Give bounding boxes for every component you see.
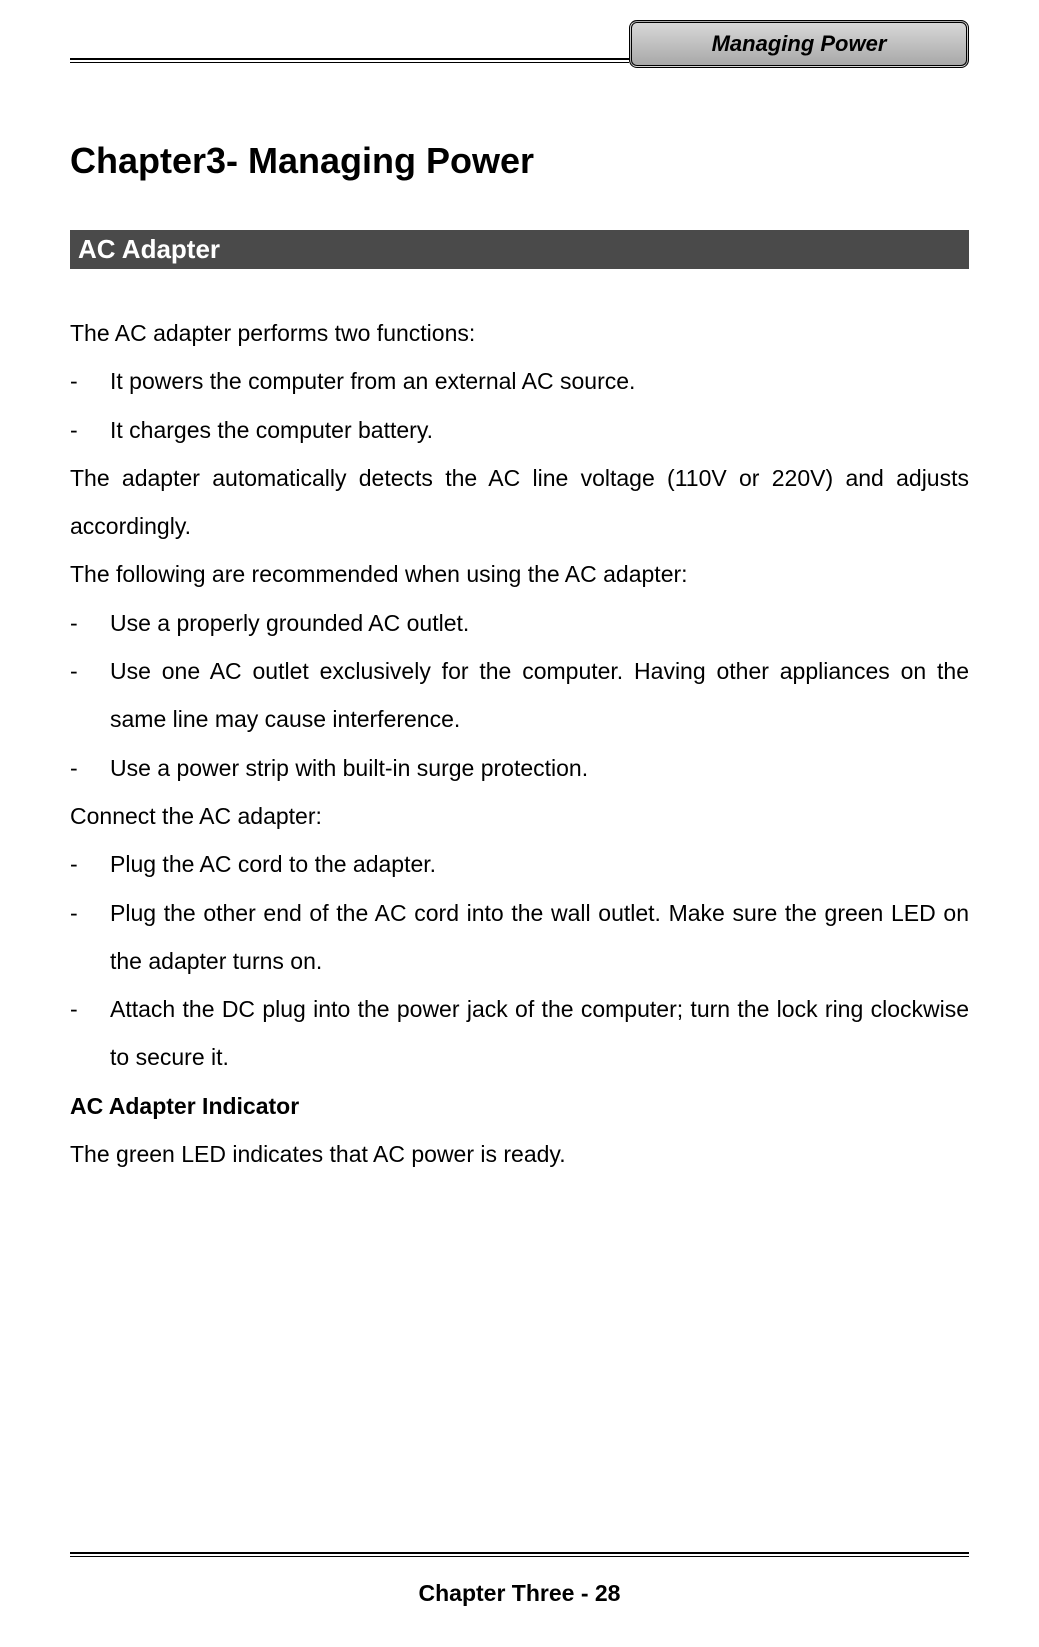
indicator-heading: AC Adapter Indicator [70,1082,969,1130]
recommendation-item: - Use one AC outlet exclusively for the … [70,647,969,744]
connect-step-text: Plug the AC cord to the adapter. [110,840,969,888]
recommendation-text: Use a properly grounded AC outlet. [110,599,969,647]
connect-step-text: Attach the DC plug into the power jack o… [110,985,969,1082]
page-container: Managing Power Chapter3- Managing Power … [0,0,1039,1647]
page-header: Managing Power [70,20,969,80]
function-text: It charges the computer battery. [110,406,969,454]
connect-intro: Connect the AC adapter: [70,792,969,840]
header-rule [70,58,629,63]
header-badge: Managing Power [629,20,969,68]
bullet-dash-icon: - [70,889,110,986]
indicator-text: The green LED indicates that AC power is… [70,1130,969,1178]
header-badge-text: Managing Power [712,31,887,57]
connect-step-item: - Plug the AC cord to the adapter. [70,840,969,888]
body-block: The AC adapter performs two functions: -… [70,309,969,1178]
voltage-note: The adapter automatically detects the AC… [70,454,969,551]
recommendation-item: - Use a power strip with built-in surge … [70,744,969,792]
bullet-dash-icon: - [70,599,110,647]
connect-step-item: - Plug the other end of the AC cord into… [70,889,969,986]
footer-text: Chapter Three - 28 [0,1580,1039,1607]
function-text: It powers the computer from an external … [110,357,969,405]
bullet-dash-icon: - [70,647,110,744]
recommendation-text: Use a power strip with built-in surge pr… [110,744,969,792]
footer-rule [70,1552,969,1557]
section-bar: AC Adapter [70,230,969,269]
recommend-intro: The following are recommended when using… [70,550,969,598]
recommendation-item: - Use a properly grounded AC outlet. [70,599,969,647]
bullet-dash-icon: - [70,840,110,888]
connect-step-item: - Attach the DC plug into the power jack… [70,985,969,1082]
intro-text: The AC adapter performs two functions: [70,309,969,357]
connect-step-text: Plug the other end of the AC cord into t… [110,889,969,986]
bullet-dash-icon: - [70,985,110,1082]
chapter-title: Chapter3- Managing Power [70,140,969,182]
function-item: - It charges the computer battery. [70,406,969,454]
bullet-dash-icon: - [70,357,110,405]
recommendation-text: Use one AC outlet exclusively for the co… [110,647,969,744]
bullet-dash-icon: - [70,406,110,454]
bullet-dash-icon: - [70,744,110,792]
function-item: - It powers the computer from an externa… [70,357,969,405]
